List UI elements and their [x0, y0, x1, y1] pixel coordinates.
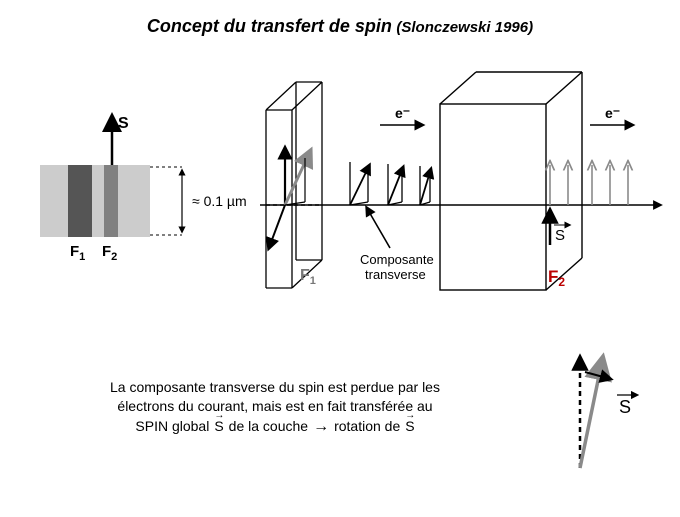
- f2-slab: [440, 72, 582, 290]
- caption-line2: électrons du courant, mais est en fait t…: [25, 397, 525, 416]
- scale-label: ≈ 0.1 µm: [192, 193, 247, 209]
- s-label: S: [118, 115, 129, 132]
- svg-text:S: S: [555, 227, 565, 244]
- inline-arrow-icon: →: [313, 416, 329, 438]
- e-label-1: e⁻: [395, 105, 410, 121]
- f1-slab-label: F1: [300, 267, 316, 287]
- caption-block: La composante transverse du spin est per…: [25, 378, 525, 437]
- s-inline-2: → S: [405, 417, 414, 436]
- title-sub: (Slonczewski 1996): [396, 19, 533, 36]
- left-layer-diagram: S ≈ 0.1 µm F1 F2: [20, 110, 250, 300]
- post-f2-spins: [550, 165, 628, 205]
- caption-line1: La composante transverse du spin est per…: [25, 378, 525, 397]
- annot-line2: transverse: [365, 267, 426, 282]
- s-rotated: [580, 366, 601, 468]
- s-inline-1: → S: [214, 417, 223, 436]
- s-label-br: S: [619, 397, 631, 417]
- annot-line1: Composante: [360, 252, 434, 267]
- page-title: Concept du transfert de spin (Slonczewsk…: [0, 16, 680, 37]
- caption-line3: SPIN global → S de la couche → rotation …: [25, 416, 525, 438]
- f1-block: [68, 165, 92, 237]
- f2-label: F2: [102, 243, 117, 263]
- f2-block: [104, 165, 118, 237]
- annot-arrow: [368, 210, 390, 248]
- mid-spins: [350, 162, 430, 205]
- gap-block: [92, 165, 104, 237]
- e-label-2: e⁻: [605, 105, 620, 121]
- torque-arrow: [585, 372, 607, 378]
- bottom-right-rotation: S: [545, 350, 655, 480]
- right-3d-diagram: e⁻ e⁻ S Composante transverse F1 F2: [250, 70, 670, 330]
- f2-slab-label: F2: [548, 267, 565, 289]
- f1-spins: [270, 152, 308, 245]
- f1-label: F1: [70, 243, 85, 263]
- s-vector-f2: S: [550, 215, 568, 245]
- title-main: Concept du transfert de spin: [147, 16, 392, 36]
